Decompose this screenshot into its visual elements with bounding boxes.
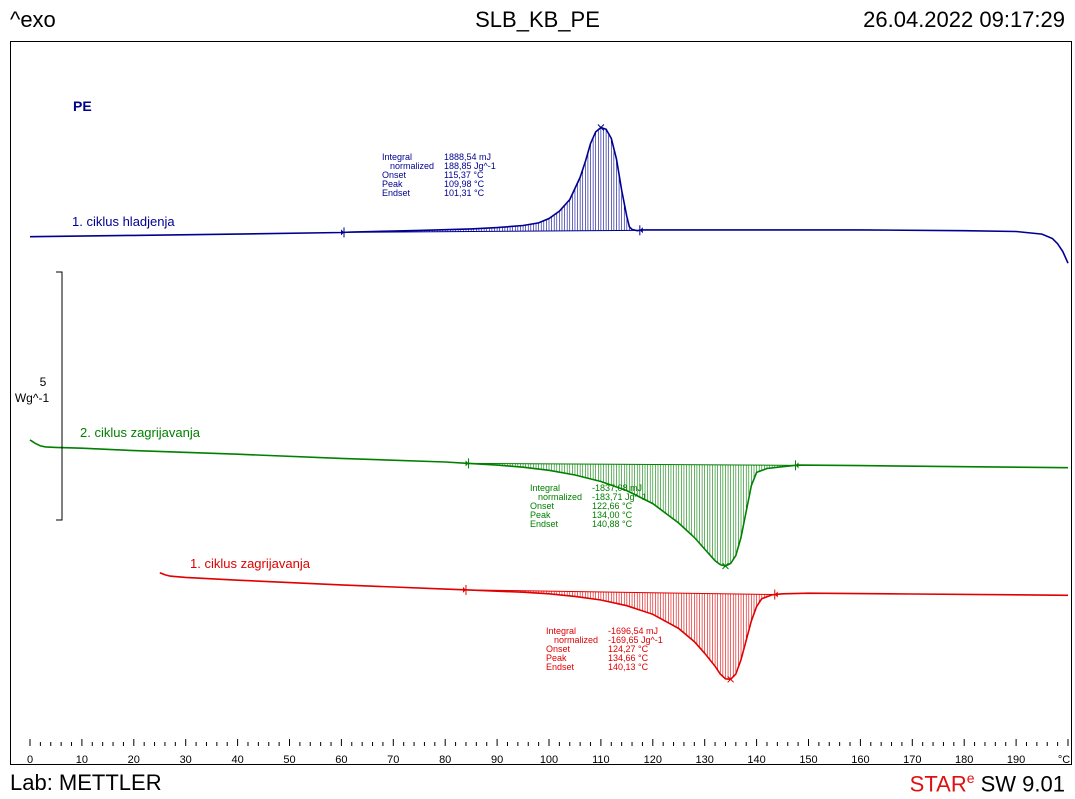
integral-value: -1696,54 mJ [608,626,658,636]
software-prefix: STAR [909,771,967,797]
series-label-1: 1. ciklus hladjenja [72,214,175,229]
x-tick-label: 190 [1007,754,1025,765]
y-scale-bar: 5 Wg^-1 [15,271,63,521]
baseline [343,229,640,233]
scale-bar [56,271,63,521]
software-superscript: e [966,770,975,786]
integral-value: 140,13 °C [608,662,649,672]
integral-value: 109,98 °C [444,179,485,189]
curve-2 [29,439,1069,567]
limit-arrow [639,227,643,234]
lab-label: Lab: METTLER [10,770,162,795]
timestamp: 26.04.2022 09:17:29 [863,7,1065,32]
integral-key: Onset [530,501,555,511]
scale-bar-unit: Wg^-1 [15,391,50,405]
integral-key: Endset [382,188,411,198]
integral-key: Integral [382,152,412,162]
thermal-curves [29,126,1069,681]
x-tick-label: 140 [747,754,765,765]
integral-value: 101,31 °C [444,188,485,198]
x-tick-label: 50 [283,754,295,765]
integral-key: normalized [538,492,582,502]
peak-marker [722,562,729,570]
series-label-3: 1. ciklus zagrijavanja [190,556,311,571]
integral-value: 140,88 °C [592,519,633,529]
integral-key: Endset [546,662,575,672]
x-tick-label: 180 [955,754,973,765]
integral-key: Onset [382,170,407,180]
sample-label: PE [73,98,92,114]
integral-key: Peak [546,653,567,663]
limit-arrow [795,462,799,469]
limit-arrow [465,460,469,467]
x-tick-label: 30 [180,754,192,765]
integration-limit-markers [340,124,799,683]
integral-value: 1888,54 mJ [444,152,491,162]
limit-arrow [462,586,466,593]
integral-key: Integral [530,483,560,493]
integral-key: normalized [554,635,598,645]
integral-key: Integral [546,626,576,636]
integral-value: 134,66 °C [608,653,649,663]
integral-value: -183,71 Jg^-1 [592,492,647,502]
x-tick-label: 70 [387,754,399,765]
exo-direction-label: ^exo [10,7,56,32]
plot-frame [10,41,1072,765]
baseline [465,589,775,596]
curve-3 [159,571,1069,681]
integral-value: 124,27 °C [608,644,649,654]
x-tick-label: 110 [592,754,610,765]
integral-key: Endset [530,519,559,529]
software-suffix: SW 9.01 [974,771,1065,797]
peak-marker [727,675,735,683]
x-tick-label: 130 [696,754,714,765]
series-label-2: 2. ciklus zagrijavanja [80,425,201,440]
x-tick-label: 0 [27,754,33,765]
integral-value: -1837,08 mJ [592,483,642,493]
x-tick-label: 150 [799,754,817,765]
peak-marker [597,124,605,131]
x-tick-label: 10 [76,754,88,765]
series-labels: 1. ciklus hladjenja 2. ciklus zagrijavanj… [72,214,311,571]
x-tick-label: 20 [128,754,140,765]
software-version: STARe SW 9.01 [910,770,1065,797]
integral-value: 188,85 Jg^-1 [444,161,496,171]
x-tick-label: 160 [851,754,869,765]
x-tick-label: 90 [491,754,503,765]
x-tick-label: 40 [231,754,243,765]
curve-1 [29,126,1069,264]
x-tick-label: 170 [903,754,921,765]
integral-key: Peak [530,510,551,520]
x-unit-label: °C [1058,754,1070,765]
x-tick-label: 60 [335,754,347,765]
integral-result-boxes: Integral 1888,54 mJ normalized 188,85 Jg^-1… [382,152,663,672]
scale-bar-value: 5 [40,375,47,389]
integral-baselines [343,229,796,596]
x-tick-label: 120 [644,754,662,765]
plot-area: 0 10 20 30 40 50 60 70 80 90 100 110 120 130 140 150 160… [10,41,1072,765]
integral-value: 115,37 °C [444,170,484,180]
temperature-axis: 0 10 20 30 40 50 60 70 80 90 100 110 120 130 140 150 160… [27,739,1070,765]
integral-value: 122,66 °C [592,501,633,511]
integral-key: Peak [382,179,403,189]
integral-key: normalized [390,161,434,171]
integral-key: Onset [546,644,571,654]
baseline [468,462,796,466]
integral-value: -169,65 Jg^-1 [608,635,663,645]
integral-value: 134,00 °C [592,510,633,520]
x-tick-label: 100 [540,754,558,765]
limit-arrow [340,229,344,236]
limit-arrow [774,591,778,598]
x-tick-label: 80 [439,754,451,765]
